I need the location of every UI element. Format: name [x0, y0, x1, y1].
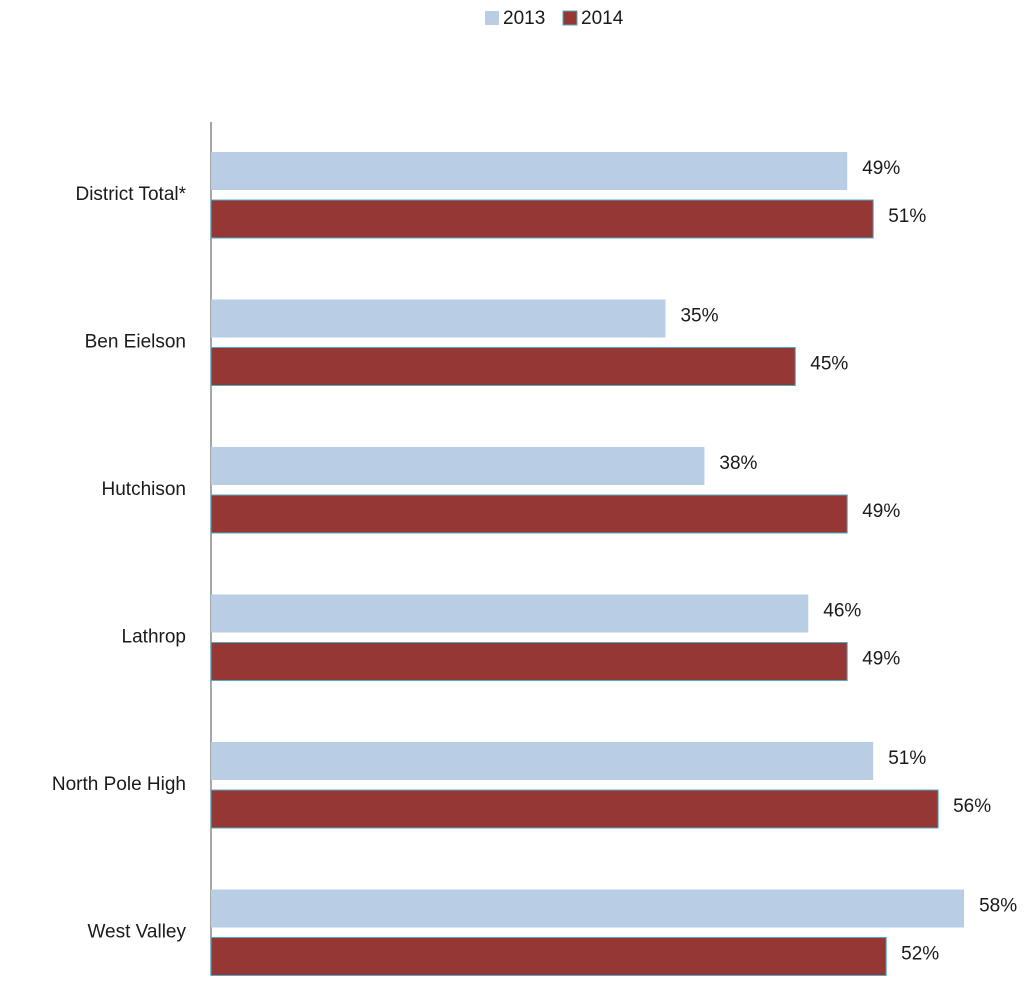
value-label: 52%: [901, 944, 939, 965]
legend-label: 2013: [503, 8, 545, 29]
category-label: West Valley: [87, 922, 186, 943]
bar: [210, 199, 874, 239]
bar: [211, 447, 705, 485]
bar: [210, 347, 796, 386]
value-label: 51%: [888, 206, 926, 227]
value-label: 35%: [680, 306, 718, 327]
category-label: Ben Eielson: [85, 332, 186, 353]
value-label: 58%: [979, 896, 1017, 917]
category-label: Lathrop: [122, 627, 186, 648]
bar: [211, 299, 666, 338]
legend-label: 2014: [581, 8, 624, 29]
value-label: 38%: [719, 453, 757, 474]
value-label: 46%: [823, 601, 861, 622]
bar: [211, 152, 848, 190]
bar: [210, 642, 848, 681]
bar: [210, 494, 848, 534]
bar: [210, 937, 887, 976]
value-label: 51%: [888, 748, 926, 769]
legend-swatch: [562, 10, 578, 26]
value-label: 49%: [862, 501, 900, 522]
bar: [210, 789, 939, 829]
value-label: 49%: [862, 158, 900, 179]
category-label: District Total*: [75, 184, 186, 205]
bar: [211, 742, 874, 780]
category-label: North Pole High: [52, 774, 186, 795]
legend-swatch: [485, 11, 499, 25]
value-label: 56%: [953, 796, 991, 817]
bar: [211, 889, 965, 928]
value-label: 45%: [810, 354, 848, 375]
bar: [211, 594, 809, 633]
category-label: Hutchison: [102, 479, 187, 500]
value-label: 49%: [862, 649, 900, 670]
